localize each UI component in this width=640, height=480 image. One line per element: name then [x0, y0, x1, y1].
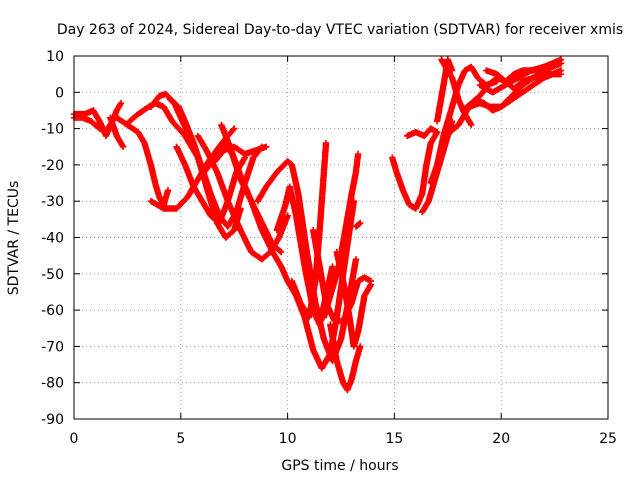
data-series [404, 125, 441, 140]
chart-title: Day 263 of 2024, Sidereal Day-to-day VTE… [57, 22, 623, 38]
series-markers [113, 114, 172, 208]
x-axis-title: GPS time / hours [281, 458, 398, 474]
y-tick-label: -40 [41, 231, 64, 247]
data-series [327, 321, 364, 394]
series-markers [327, 321, 364, 394]
y-tick-label: -60 [41, 303, 64, 319]
x-tick-label: 5 [176, 431, 185, 447]
x-tick-label: 20 [492, 431, 510, 447]
series-markers [107, 114, 127, 150]
series-markers [194, 132, 291, 263]
x-tick-label: 15 [385, 431, 403, 447]
series-markers [333, 248, 375, 350]
y-tick-label: -30 [41, 194, 64, 210]
y-tick-label: -20 [41, 158, 64, 174]
series-markers [211, 143, 270, 165]
y-tick-label: -70 [41, 339, 64, 355]
data-series [483, 60, 565, 85]
y-axis-title: SDTVAR / TECUs [6, 181, 22, 296]
y-tick-label: 0 [55, 85, 64, 101]
x-tick-label: 25 [599, 431, 617, 447]
series-markers [352, 219, 364, 230]
y-tick-label: 10 [46, 49, 64, 65]
data-series [107, 114, 127, 150]
y-tick-label: -80 [41, 376, 64, 392]
data-series [389, 129, 441, 212]
data-series [211, 143, 270, 165]
x-tick-label: 10 [279, 431, 297, 447]
series-layer [70, 56, 565, 394]
series-markers [389, 129, 441, 212]
series-markers [483, 60, 565, 85]
x-tick-label: 0 [70, 431, 79, 447]
y-tick-label: -50 [41, 267, 64, 283]
data-series [194, 132, 291, 263]
series-markers [404, 125, 441, 140]
y-tick-label: -10 [41, 122, 64, 138]
data-series [113, 114, 172, 208]
data-series [333, 248, 375, 350]
y-tick-label: -90 [41, 412, 64, 428]
grid [74, 56, 608, 419]
axis-ticks: 0 5 10 15 20 25 10 0 -10 -20 -30 -40 -50 -60 -70 -80 -90 [41, 49, 617, 447]
data-series [352, 219, 364, 230]
